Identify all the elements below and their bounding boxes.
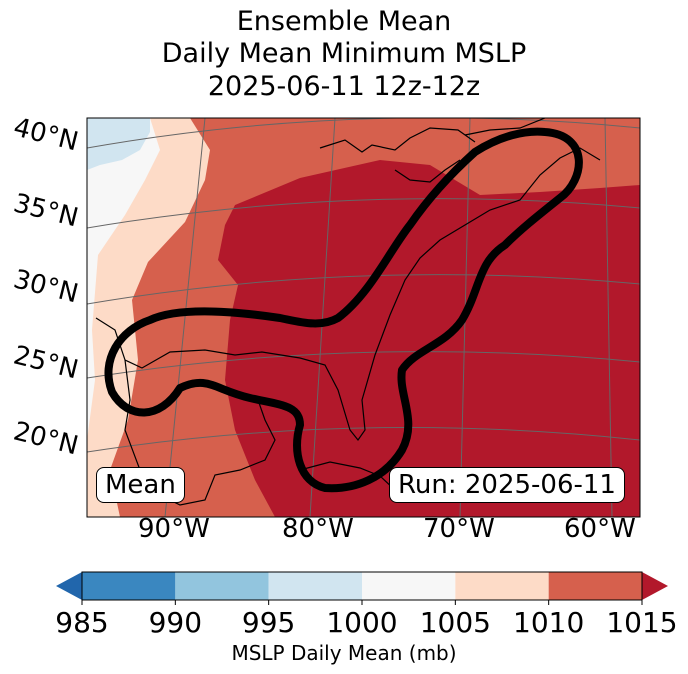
colorbar-tick-1015: 1015 (606, 606, 678, 639)
chart-title-line-2: Daily Mean Minimum MSLP (161, 38, 527, 69)
colorbar-under-extension (56, 572, 82, 600)
run-date-label-box: Run: 2025-06-11 (389, 467, 625, 503)
colorbar-bin-995-1000 (268, 572, 362, 600)
colorbar-bin-1000-1005 (362, 572, 456, 600)
map-frame (86, 117, 641, 518)
colorbar-tick-1010: 1010 (513, 606, 585, 639)
ensemble-contour-line (104, 127, 583, 493)
colorbar-bin-985-990 (82, 572, 176, 600)
colorbar-over-extension (642, 572, 668, 600)
chart-title-line-1: Ensemble Mean (236, 6, 452, 37)
colorbar-tick-985: 985 (55, 606, 109, 639)
mslp-field (87, 118, 640, 517)
colorbar-bin-990-995 (175, 572, 269, 600)
colorbar-tick-990: 990 (148, 606, 203, 639)
longitude-label-90w: 90°W (138, 514, 210, 544)
mslp-995-1000-region (87, 118, 150, 170)
colorbar-tick-995: 995 (241, 606, 296, 639)
colorbar-bin-1010-1015 (548, 572, 642, 600)
longitude-label-60w: 60°W (564, 514, 636, 544)
colorbar-tick-1005: 1005 (419, 606, 491, 639)
colorbar-label: MSLP Daily Mean (mb) (231, 641, 457, 665)
chart-title-line-3: 2025-06-11 12z-12z (207, 71, 481, 102)
colorbar-bin-1005-1010 (455, 572, 549, 600)
graticule (87, 118, 640, 517)
longitude-label-80w: 80°W (282, 514, 354, 544)
longitude-label-70w: 70°W (423, 514, 495, 544)
colorbar-tick-1000: 1000 (326, 606, 398, 639)
colorbar (56, 571, 668, 605)
mslp-above-1015-region (218, 160, 640, 517)
mean-label-box: Mean (96, 467, 185, 503)
